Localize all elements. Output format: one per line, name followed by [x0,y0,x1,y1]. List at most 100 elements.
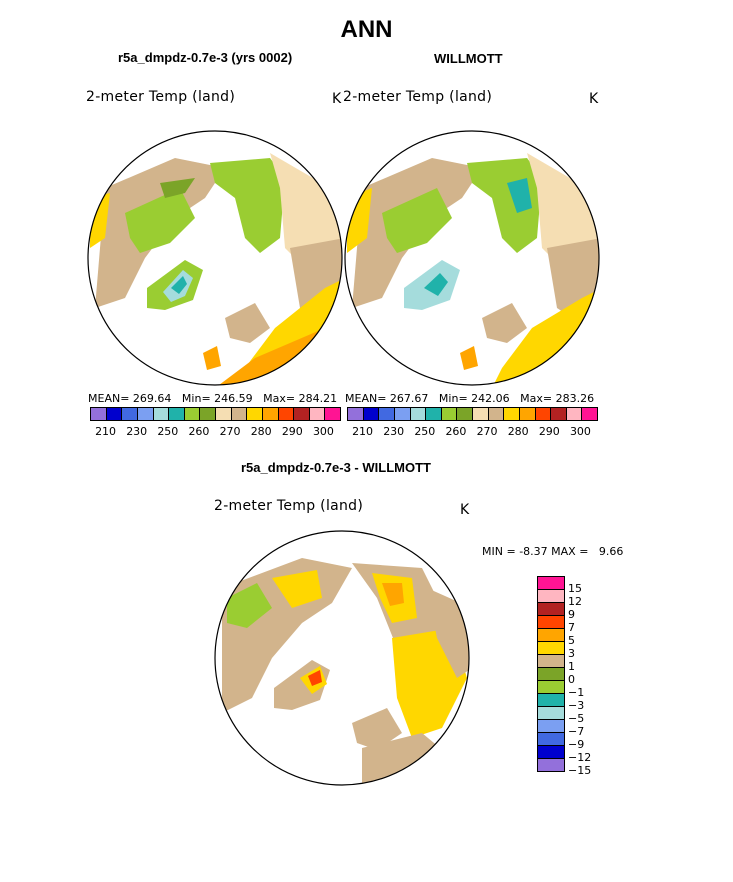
colorbar-swatch [538,720,564,733]
colorbar-level-label: 0 [568,673,575,686]
colorbar-swatch [426,408,442,420]
colorbar-swatch [582,408,597,420]
polar-map-difference [214,530,470,786]
land-region [527,153,599,268]
colorbar-swatch [538,733,564,746]
colorbar-level-label: −9 [568,738,585,751]
colorbar-tick-label: 290 [538,425,560,438]
colorbar-swatch [538,590,564,603]
colorbar-tick-label: 280 [250,425,272,438]
land-region [160,178,195,198]
colorbar-level-label: 7 [568,621,575,634]
mean-value: 269.64 [132,392,172,405]
max-value: 284.21 [298,392,338,405]
land-region [382,188,452,253]
colorbar-swatch [538,694,564,707]
colorbar-swatch [538,616,564,629]
colorbar-tick-label: 300 [569,425,591,438]
min-value: 242.06 [471,392,510,405]
colorbar-swatch [278,408,295,420]
colorbar-swatch [153,408,170,420]
land-region [460,346,478,370]
mean-value: 267.67 [389,392,429,405]
colorbar-swatch [247,408,263,420]
land-region [125,188,195,253]
figure-title: ANN [340,16,393,43]
colorbar-swatch [200,408,216,420]
colorbar-swatch [535,408,552,420]
colorbar-level-label: −3 [568,699,585,712]
land-region [225,303,270,343]
colorbar-level-label: −15 [568,764,592,777]
panel1-stats: MEAN= 269.64 Min= 246.59 Max= 284.21 [88,392,337,405]
colorbar-tick-label: 300 [312,425,334,438]
colorbar-tick-label: 260 [445,425,467,438]
colorbar-level-label: 15 [568,582,582,595]
colorbar-level-label: 3 [568,647,575,660]
panel3-variable-label: 2-meter Temp (land) [214,498,364,514]
colorbar-level-label: 1 [568,660,575,673]
panel3-stats: MIN = -8.37 MAX = 9.66 [482,545,623,558]
colorbar-swatch [184,408,201,420]
land-region [210,158,285,253]
colorbar-tick-label: 210 [352,425,374,438]
mean-label: MEAN= [88,392,130,405]
panel1-title: r5a_dmpdz-0.7e-3 (yrs 0002) [118,50,293,65]
colorbar-swatch [504,408,520,420]
colorbar-swatch [309,408,326,420]
colorbar-swatch [551,408,567,420]
colorbar-tick-label: 210 [95,425,117,438]
colorbar-tick-label: 250 [414,425,436,438]
colorbar-level-label: 5 [568,634,575,647]
colorbar-swatch [566,408,583,420]
colorbar-model [90,407,341,421]
colorbar-swatch [538,577,564,590]
polar-map-model [87,130,343,386]
colorbar-level-label: −12 [568,751,592,764]
colorbar-swatch [538,759,564,771]
land-region [227,583,272,628]
land-region [203,346,221,370]
colorbar-swatch [457,408,473,420]
panel2-title: WILLMOTT [434,51,503,66]
colorbar-swatch [325,408,340,420]
max-value: 283.26 [555,392,595,405]
colorbar-swatch [538,655,564,668]
colorbar-swatch [538,629,564,642]
colorbar-swatch [538,707,564,720]
colorbar-swatch [473,408,489,420]
land-region [352,708,402,750]
colorbar-swatch [294,408,310,420]
colorbar-swatch [122,408,138,420]
panel2-units-label: K [589,91,599,107]
min-value: -8.37 [519,545,548,558]
max-label: MAX = [551,545,589,558]
colorbar-level-label: 12 [568,595,582,608]
land-region [507,178,532,213]
colorbar-swatch [441,408,458,420]
min-value: 246.59 [214,392,253,405]
land-region [270,153,342,268]
colorbar-swatch [538,681,564,694]
land-region [382,583,404,606]
colorbar-level-label: −7 [568,725,585,738]
max-label: Max= [263,392,296,405]
colorbar-level-label: −5 [568,712,585,725]
colorbar-tick-label: 260 [188,425,210,438]
colorbar-swatch [348,408,364,420]
panel1-units-label: K [332,91,342,107]
polar-map-observed [344,130,600,386]
colorbar-observed [347,407,598,421]
colorbar-tick-label: 270 [476,425,498,438]
colorbar-swatch [216,408,232,420]
colorbar-swatch [538,668,564,681]
min-label: Min= [438,392,468,405]
land-region [424,273,448,296]
colorbar-tick-label: 230 [383,425,405,438]
colorbar-tick-label: 290 [281,425,303,438]
colorbar-level-label: 9 [568,608,575,621]
colorbar-tick-label: 250 [157,425,179,438]
land-region [272,570,322,608]
panel1-variable-label: 2-meter Temp (land) [86,89,236,105]
min-label: MIN = [482,545,516,558]
